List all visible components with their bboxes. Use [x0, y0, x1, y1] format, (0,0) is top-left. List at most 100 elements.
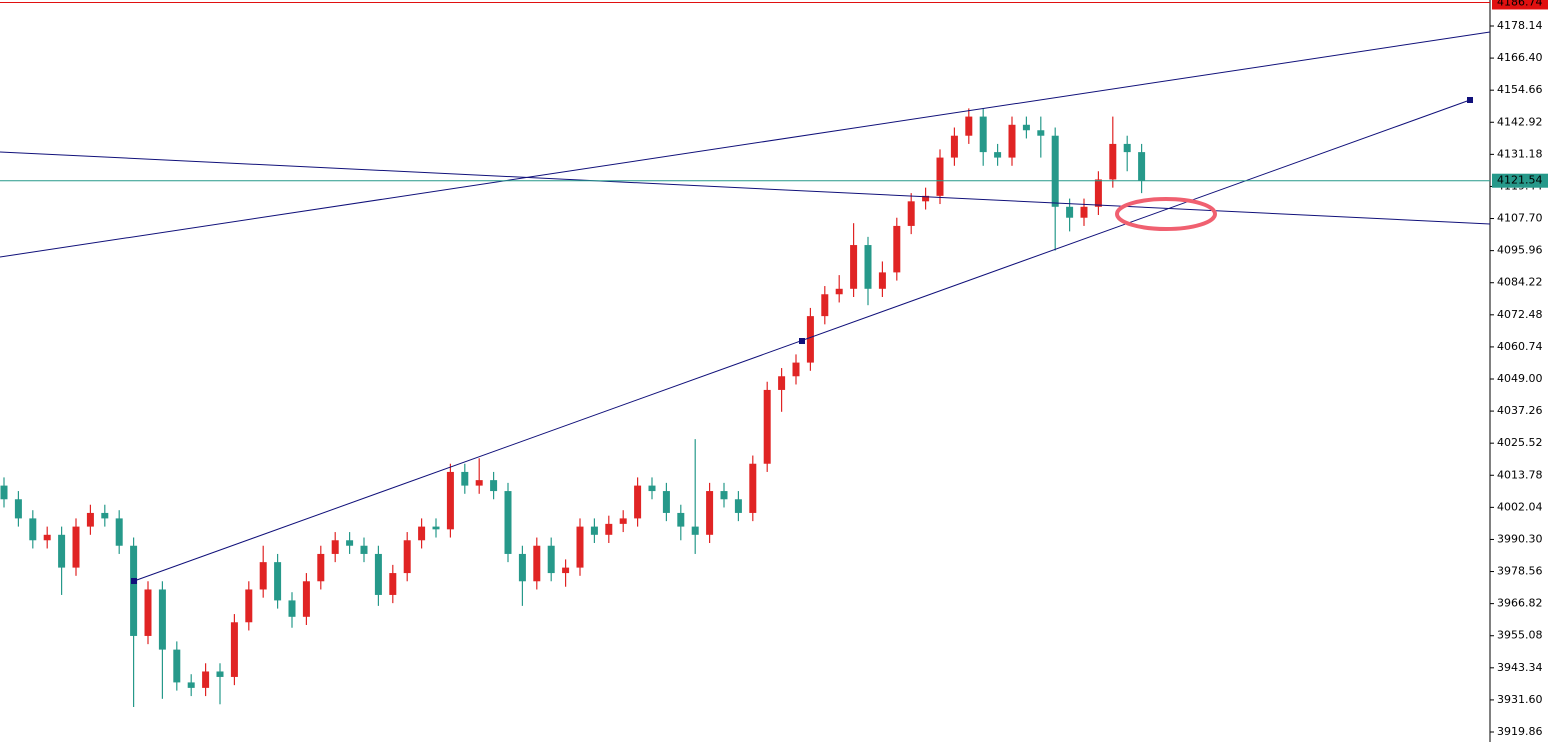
trendline [0, 151, 1491, 225]
price-axis: 4178.144166.404154.664142.924131.184119.… [1489, 0, 1543, 742]
candle-body [1138, 152, 1146, 181]
candle-body [720, 491, 728, 500]
candle-body [1051, 135, 1059, 207]
candle-body [1094, 179, 1102, 207]
candle-body [763, 389, 771, 464]
candle-body [403, 540, 411, 574]
candle-body [706, 491, 714, 535]
y-tick-label: 3943.34 [1497, 661, 1543, 674]
candle-body [389, 573, 397, 595]
y-tick-label: 4025.52 [1497, 436, 1543, 449]
y-tick-label: 4154.66 [1497, 83, 1543, 96]
trendline-anchor [1467, 97, 1473, 103]
candle-body [432, 526, 440, 530]
trendlines [0, 31, 1491, 584]
candle-body [1037, 130, 1045, 136]
candle-body [576, 526, 584, 568]
y-tick-label: 4072.48 [1497, 308, 1543, 321]
candle-body [446, 471, 454, 530]
y-tick-label: 4166.40 [1497, 51, 1543, 64]
candle-body [648, 485, 656, 492]
candle-body [187, 682, 195, 688]
candle-body [835, 288, 843, 295]
candle-body [850, 245, 858, 289]
y-tick-label: 4037.26 [1497, 404, 1543, 417]
highlight-ellipse [1115, 197, 1217, 231]
candle-body [101, 512, 109, 519]
candle-body [922, 195, 930, 202]
candle-body [58, 534, 66, 568]
y-tick-label: 4002.04 [1497, 500, 1543, 513]
candle-body [14, 499, 22, 519]
candle-body [173, 649, 181, 683]
y-tick-label: 4178.14 [1497, 19, 1543, 32]
candle-body [72, 526, 80, 568]
y-tick-label: 4131.18 [1497, 147, 1543, 160]
y-tick-label: 3978.56 [1497, 565, 1543, 578]
candle-body [518, 553, 526, 582]
candle-body [202, 671, 210, 688]
candle-body [1123, 143, 1131, 153]
candle-body [547, 545, 555, 574]
candle-body [490, 480, 498, 492]
candle-body [346, 540, 354, 546]
candle-body [634, 485, 642, 519]
y-tick-label: 4049.00 [1497, 372, 1543, 385]
candles [0, 108, 1146, 708]
candle-body [288, 600, 296, 617]
candle-body [864, 245, 872, 289]
candle-body [144, 589, 152, 636]
candle-body [130, 545, 138, 636]
candle-body [1080, 206, 1088, 218]
trendline-anchor [131, 578, 137, 584]
candle-body [893, 225, 901, 273]
candle-body [43, 534, 51, 541]
candle-body [806, 316, 814, 363]
candle-body [461, 471, 469, 486]
candle-body [792, 362, 800, 377]
candle-body [965, 116, 973, 136]
y-tick-label: 4084.22 [1497, 276, 1543, 289]
y-tick-label: 4142.92 [1497, 115, 1543, 128]
price-tag [1492, 173, 1548, 188]
candle-body [374, 553, 382, 595]
candle-body [245, 589, 253, 623]
candle-body [605, 523, 613, 535]
price-lines: 4186.74 4121.54 [0, 0, 1548, 188]
candle-body [778, 376, 786, 390]
candle-body [475, 480, 483, 486]
y-tick-label: 4060.74 [1497, 340, 1543, 353]
candle-body [691, 526, 699, 535]
candle-body [418, 526, 426, 541]
candle-body [274, 562, 282, 601]
y-tick-label: 4013.78 [1497, 468, 1543, 481]
candle-body [1109, 143, 1117, 180]
candle-body [230, 622, 238, 677]
candle-body [504, 491, 512, 554]
candle-body [29, 518, 37, 541]
candle-body [115, 518, 123, 546]
y-tick-label: 4095.96 [1497, 244, 1543, 257]
candle-body [158, 589, 166, 650]
y-tick-label: 3990.30 [1497, 532, 1543, 545]
candle-body [562, 567, 570, 574]
candle-body [979, 116, 987, 153]
candle-body [821, 294, 829, 317]
candle-body [662, 491, 670, 513]
candle-body [360, 545, 368, 554]
candle-body [533, 545, 541, 582]
candle-body [1022, 124, 1030, 131]
candle-body [677, 512, 685, 527]
trendline [0, 31, 1491, 258]
candle-body [950, 135, 958, 158]
y-tick-label: 4107.70 [1497, 212, 1543, 225]
candle-body [749, 463, 757, 513]
candle-body [907, 201, 915, 226]
candle-body [302, 581, 310, 617]
candle-body [0, 485, 8, 500]
candle-body [734, 499, 742, 513]
candle-body [1008, 124, 1016, 158]
y-tick-label: 3919.86 [1497, 725, 1543, 738]
